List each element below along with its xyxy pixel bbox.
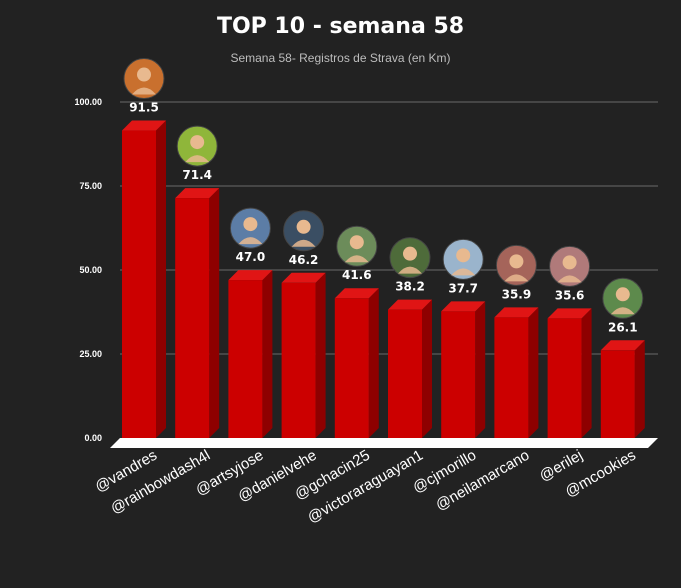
chart-floor	[110, 438, 658, 448]
y-tick-label: 0.00	[84, 433, 102, 443]
avatar-body	[504, 274, 529, 282]
data-label: 47.0	[236, 250, 266, 264]
chart-title: TOP 10 - semana 58	[216, 14, 465, 39]
avatar-face	[509, 254, 524, 269]
avatar-face	[296, 219, 311, 234]
data-label: 26.1	[608, 320, 638, 334]
avatar-face	[615, 287, 630, 302]
bar-top	[228, 270, 273, 281]
bar-side	[156, 120, 166, 438]
data-label: 35.9	[502, 287, 532, 301]
bar-side	[475, 301, 486, 438]
data-label: 37.7	[448, 281, 478, 295]
data-label: 46.2	[289, 253, 319, 267]
bar-side	[422, 299, 432, 438]
bar-side	[581, 308, 592, 438]
bar-top	[388, 299, 432, 310]
avatar-face	[349, 235, 364, 250]
bar-side	[634, 340, 645, 438]
chart-subtitle: Semana 58- Registros de Strava (en Km)	[230, 51, 451, 65]
avatar-body	[610, 307, 635, 315]
bar[interactable]	[122, 130, 156, 438]
y-tick-label: 100.00	[74, 97, 102, 107]
bar-top	[494, 307, 539, 318]
bar[interactable]	[494, 317, 529, 438]
data-label: 41.6	[342, 268, 372, 282]
x-tick-label: @neilamarcano	[433, 447, 533, 514]
data-label: 91.5	[129, 101, 159, 115]
bar-top	[600, 340, 645, 351]
bar[interactable]	[388, 309, 422, 438]
bar[interactable]	[228, 280, 263, 438]
avatar-face	[243, 217, 258, 232]
bar-side	[262, 270, 273, 438]
bar[interactable]	[281, 282, 316, 438]
avatar-body	[238, 237, 263, 245]
bar[interactable]	[334, 298, 369, 438]
avatar-body	[398, 266, 422, 274]
bar-top	[175, 188, 220, 199]
data-label: 71.4	[182, 168, 212, 182]
avatar-face	[562, 255, 577, 270]
y-tick-label: 50.00	[79, 265, 102, 275]
avatar-body	[557, 275, 582, 283]
bar-top	[122, 120, 166, 131]
bar[interactable]	[175, 198, 210, 438]
y-tick-label: 25.00	[79, 349, 102, 359]
bar-top	[334, 288, 379, 299]
avatar-face	[137, 67, 151, 82]
bar-top	[281, 272, 326, 283]
bar-side	[528, 307, 539, 438]
data-label: 38.2	[395, 280, 425, 294]
bar[interactable]	[600, 350, 635, 438]
avatar-face	[456, 248, 471, 263]
bar-side	[368, 288, 379, 438]
avatar-body	[185, 155, 210, 163]
avatar-face	[403, 246, 417, 261]
avatar-body	[132, 87, 156, 95]
bar-side	[209, 188, 220, 438]
avatar-body	[344, 255, 369, 263]
bar-top	[547, 308, 592, 319]
bar[interactable]	[441, 311, 476, 438]
data-label: 35.6	[555, 288, 585, 302]
avatar-body	[451, 268, 476, 276]
bar-side	[315, 272, 326, 438]
avatar-body	[291, 239, 316, 247]
y-tick-label: 75.00	[79, 181, 102, 191]
bar-top	[441, 301, 486, 312]
avatar-face	[190, 135, 205, 150]
bar[interactable]	[547, 318, 582, 438]
